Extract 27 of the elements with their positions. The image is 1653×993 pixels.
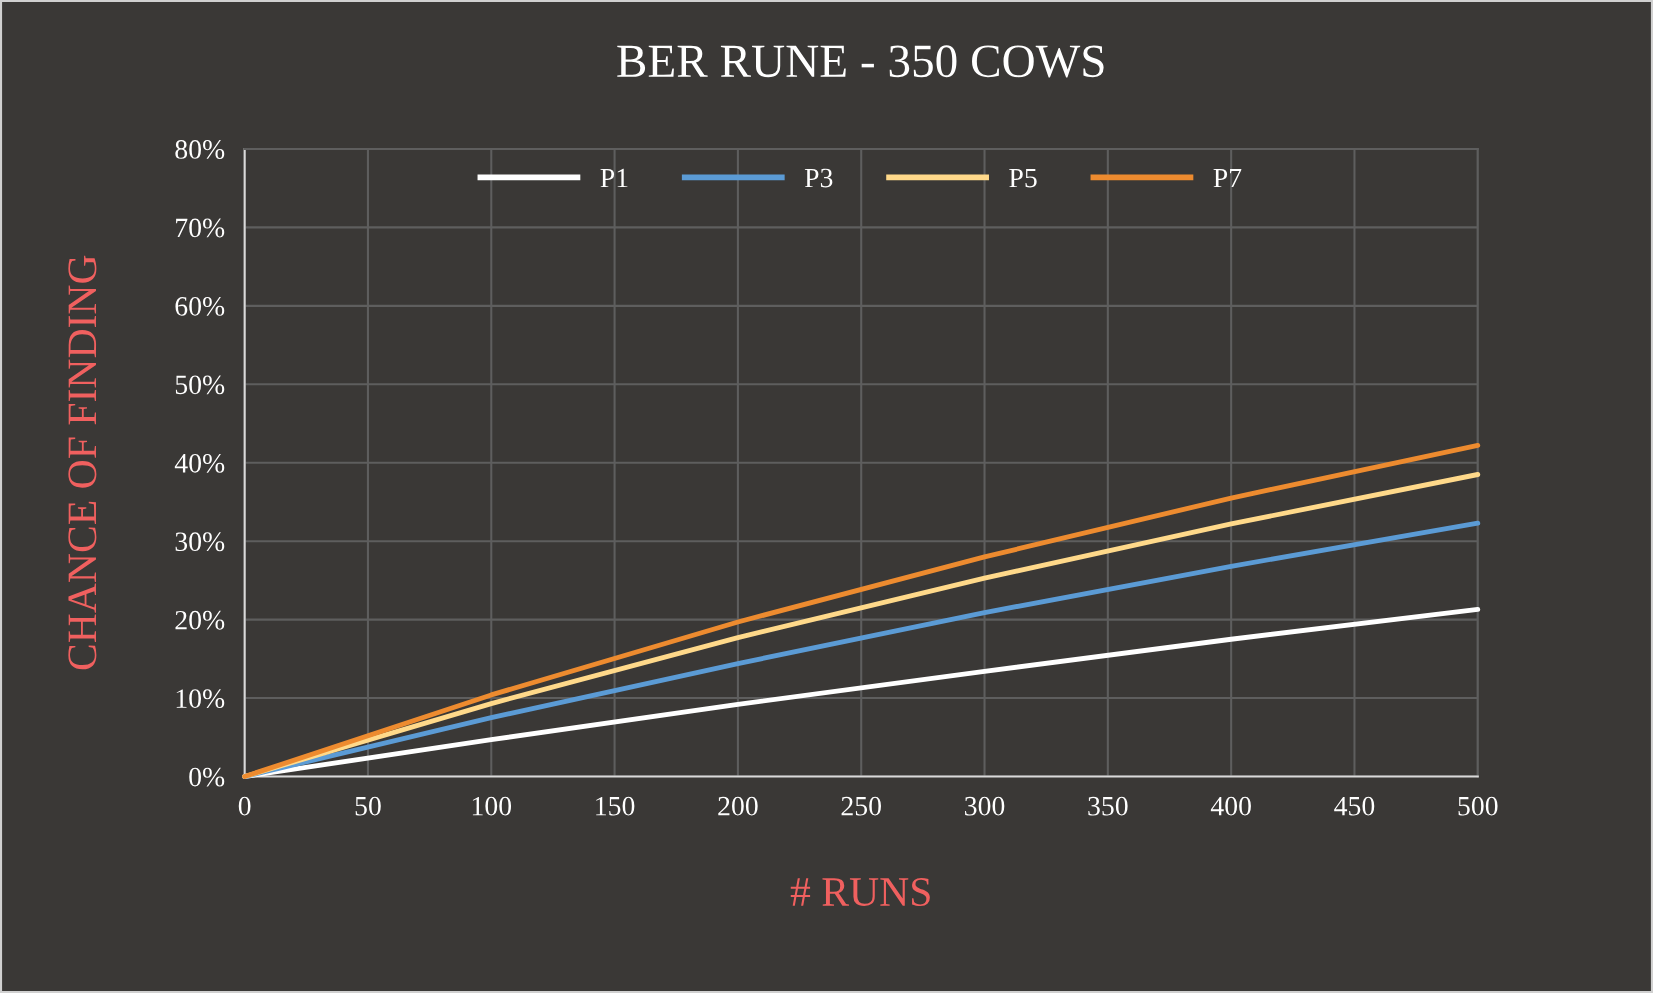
y-tick-label: 70% — [176, 218, 225, 238]
x-tick-label: 100 — [472, 796, 512, 816]
legend-label: P5 — [1009, 168, 1037, 188]
x-tick-label: 500 — [1458, 796, 1498, 816]
y-tick-label: 0% — [189, 767, 225, 787]
x-tick-label: 50 — [355, 796, 381, 816]
x-tick-label: 400 — [1210, 796, 1251, 816]
y-tick-label: 30% — [175, 532, 225, 552]
y-tick-label: 10% — [176, 689, 225, 709]
y-tick-label: 20% — [175, 610, 225, 630]
x-tick-label: 0 — [238, 796, 251, 816]
legend-label: P1 — [600, 168, 628, 188]
y-tick-label: 40% — [174, 453, 225, 473]
x-tick-label: 300 — [965, 796, 1005, 816]
y-tick-label: 50% — [175, 375, 225, 395]
x-axis-title: # RUNS — [790, 878, 930, 907]
x-tick-label: 250 — [841, 796, 881, 816]
y-axis-title: CHANCE OF FINDING — [68, 255, 97, 670]
y-tick-label: 60% — [175, 297, 225, 316]
x-tick-label: 150 — [596, 796, 635, 816]
legend-label: P3 — [804, 168, 833, 188]
x-tick-label: 450 — [1334, 796, 1375, 816]
x-tick-label: 200 — [718, 796, 758, 816]
x-tick-label: 350 — [1088, 796, 1128, 816]
legend-label: P7 — [1213, 168, 1242, 188]
y-tick-label: 80% — [175, 140, 225, 159]
chart-title: BER RUNE - 350 COWS — [617, 45, 1104, 78]
